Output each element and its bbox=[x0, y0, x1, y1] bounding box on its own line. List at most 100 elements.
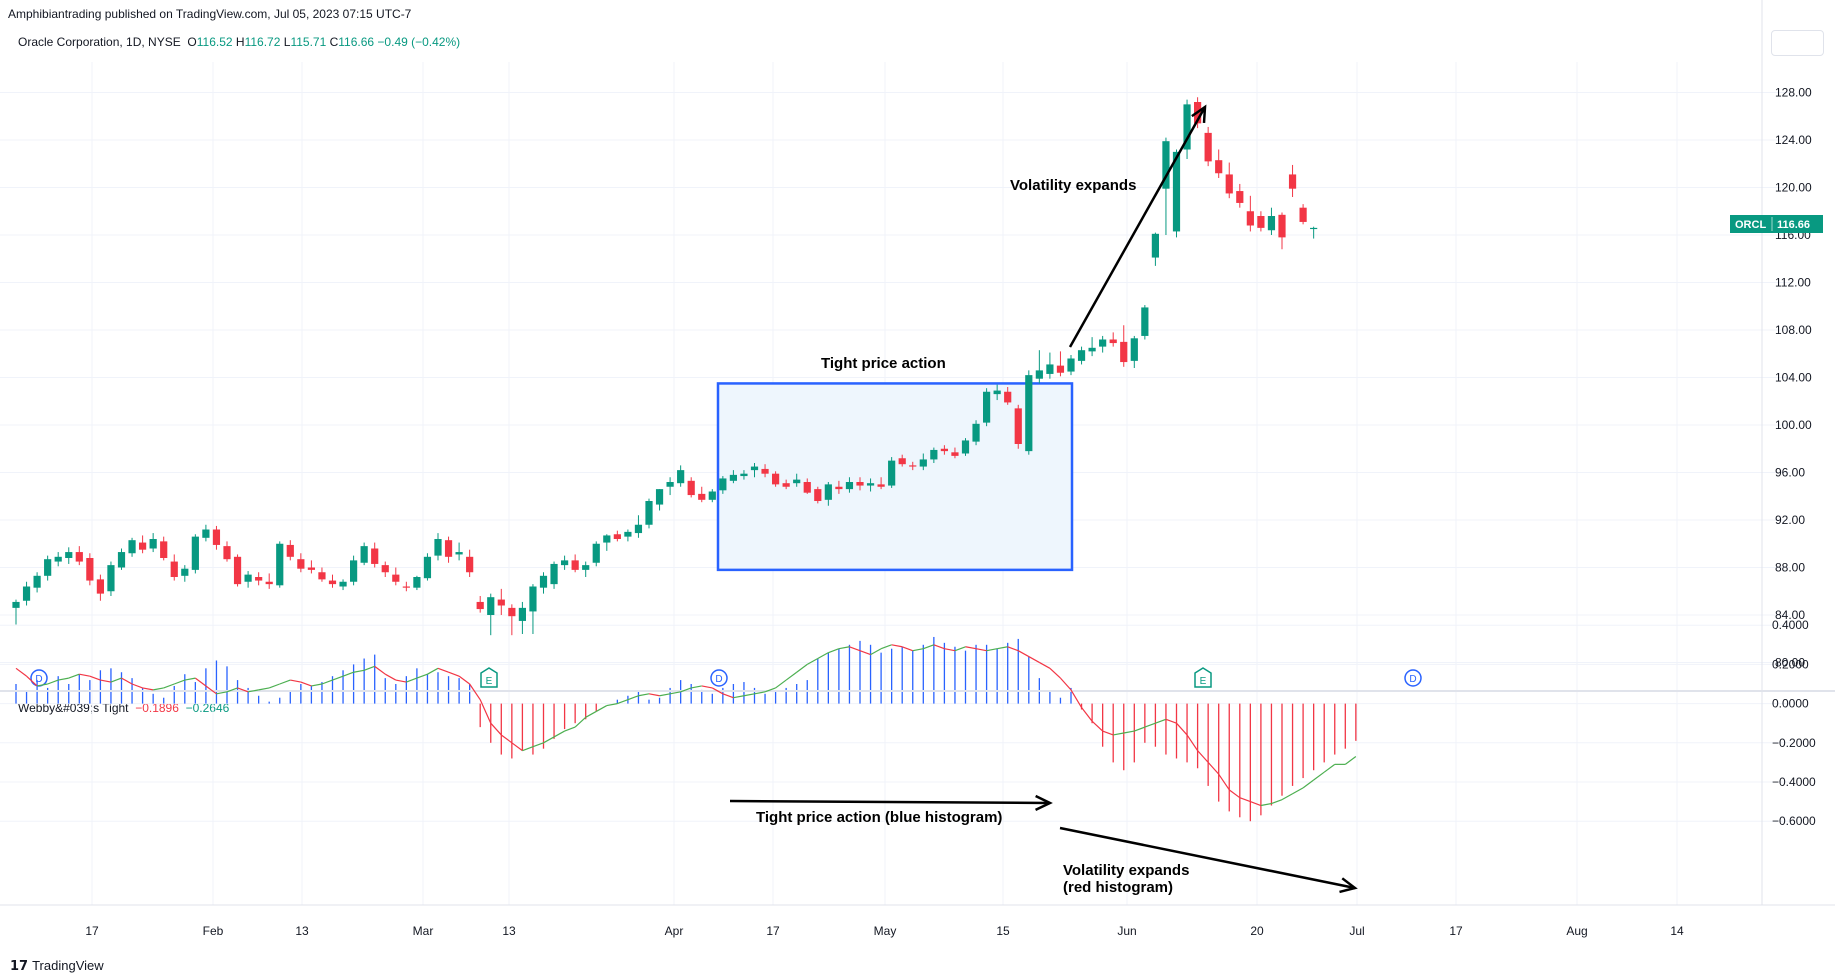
candle-body bbox=[202, 529, 210, 538]
candle-body bbox=[392, 574, 400, 582]
arrow-volatility-up-head bbox=[1191, 104, 1207, 124]
signal-line-segment bbox=[912, 648, 924, 652]
signal-line-segment bbox=[47, 679, 59, 685]
candle-body bbox=[402, 586, 410, 588]
signal-line-segment bbox=[184, 677, 196, 681]
signal-line-segment bbox=[870, 648, 882, 656]
candle-body bbox=[360, 546, 368, 563]
signal-line-segment bbox=[131, 683, 143, 689]
signal-line-segment bbox=[321, 679, 333, 685]
candle-body bbox=[951, 452, 959, 456]
price-tick-label: 84.00 bbox=[1775, 608, 1805, 622]
candle-body bbox=[117, 552, 126, 568]
time-tick-label: 13 bbox=[502, 924, 516, 938]
annotation-volatility-histogram: Volatility expands bbox=[1063, 862, 1189, 879]
signal-line-segment bbox=[965, 646, 977, 650]
candle-body bbox=[44, 559, 52, 576]
signal-line-segment bbox=[1313, 771, 1325, 781]
signal-line-segment bbox=[427, 667, 439, 675]
signal-line-segment bbox=[1207, 761, 1220, 775]
signal-line-segment bbox=[374, 665, 386, 675]
candle-body bbox=[508, 607, 516, 617]
open-value: 116.52 bbox=[196, 35, 233, 49]
signal-line-segment bbox=[849, 646, 861, 652]
candle-body bbox=[824, 484, 832, 500]
candle-body bbox=[1172, 151, 1181, 232]
signal-line-segment bbox=[828, 648, 840, 654]
signal-line-segment bbox=[1070, 689, 1083, 708]
signal-line-segment bbox=[258, 687, 270, 691]
candle-body bbox=[909, 465, 917, 467]
indicator-legend[interactable]: Webby&#039;s Tight −0.1896 −0.2646 bbox=[18, 701, 229, 715]
close-label: C bbox=[329, 35, 339, 49]
candle-body bbox=[381, 565, 389, 573]
signal-line-segment bbox=[543, 736, 555, 744]
signal-line-segment bbox=[26, 675, 38, 687]
candle-body bbox=[33, 575, 41, 588]
candle-body bbox=[930, 449, 938, 460]
candle-body bbox=[919, 459, 927, 467]
signal-line-segment bbox=[395, 679, 407, 683]
signal-line-segment bbox=[1134, 726, 1146, 732]
signal-line-segment bbox=[764, 687, 776, 693]
candle-body bbox=[1046, 364, 1054, 374]
candle-body bbox=[592, 543, 600, 563]
candle-body bbox=[233, 556, 242, 585]
signal-line-segment bbox=[1218, 773, 1230, 791]
signal-line-segment bbox=[691, 685, 702, 689]
candle-body bbox=[191, 536, 199, 570]
candle-body bbox=[181, 568, 189, 576]
signal-line-segment bbox=[121, 677, 133, 685]
candle-body bbox=[1035, 370, 1043, 379]
grid-lines bbox=[0, 62, 1790, 905]
signal-line-segment bbox=[775, 679, 787, 689]
candle-body bbox=[793, 479, 801, 484]
candle-body bbox=[561, 560, 569, 566]
signal-line-segment bbox=[153, 687, 164, 691]
candle-body bbox=[276, 543, 284, 586]
candle-body bbox=[993, 390, 1001, 395]
signal-line-segment bbox=[416, 673, 428, 679]
candle-body bbox=[529, 586, 537, 612]
high-value: 116.72 bbox=[244, 35, 281, 49]
chart-settings-button[interactable] bbox=[1771, 30, 1824, 56]
signal-line-segment bbox=[174, 679, 186, 685]
candle-body bbox=[286, 544, 294, 557]
candle-body bbox=[814, 489, 822, 501]
candle-body bbox=[550, 563, 558, 585]
signal-line-segment bbox=[638, 693, 650, 697]
signal-line-segment bbox=[595, 705, 608, 712]
candle-body bbox=[835, 486, 843, 490]
time-tick-label: Aug bbox=[1566, 924, 1587, 938]
signal-line-segment bbox=[194, 677, 207, 687]
candle-body bbox=[782, 483, 790, 487]
price-tick-label: 108.00 bbox=[1775, 323, 1812, 337]
indicator-tick-label: 0.4000 bbox=[1772, 618, 1809, 632]
candle-series bbox=[12, 97, 1318, 636]
price-tick-label: 88.00 bbox=[1775, 561, 1805, 575]
publisher-line: Amphibiantrading published on TradingVie… bbox=[8, 7, 412, 21]
time-tick-label: 17 bbox=[85, 924, 99, 938]
candle-body bbox=[518, 607, 526, 621]
signal-line-segment bbox=[479, 699, 492, 724]
annotation-volatility-expands: Volatility expands bbox=[1010, 177, 1136, 194]
signal-line-segment bbox=[437, 667, 449, 673]
symbol-legend[interactable]: Oracle Corporation, 1D, NYSE O116.52 H11… bbox=[18, 35, 460, 49]
candle-body bbox=[877, 484, 885, 487]
signal-line-segment bbox=[680, 687, 692, 693]
candle-body bbox=[350, 560, 358, 582]
axes: 128.00124.00120.00116.00112.00108.00104.… bbox=[0, 0, 1835, 938]
candle-body bbox=[307, 567, 315, 570]
earnings-marker-icon bbox=[480, 667, 498, 688]
candle-body bbox=[1278, 214, 1286, 238]
signal-line-segment bbox=[954, 646, 966, 652]
signal-line-segment bbox=[89, 675, 101, 681]
signal-line-segment bbox=[923, 644, 935, 650]
candle-body bbox=[666, 482, 674, 487]
arrow-volatility-histogram bbox=[1059, 826, 1356, 890]
candle-body bbox=[888, 460, 896, 486]
signal-line-segment bbox=[469, 683, 481, 701]
tradingview-logo[interactable]: 17 TradingView bbox=[10, 958, 104, 974]
candle-body bbox=[708, 491, 716, 500]
